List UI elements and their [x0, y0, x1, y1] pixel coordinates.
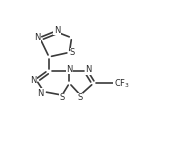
Text: CF$_3$: CF$_3$: [114, 77, 130, 89]
Text: N: N: [34, 33, 41, 42]
Text: N: N: [54, 26, 60, 35]
Text: S: S: [78, 93, 83, 102]
Text: N: N: [30, 76, 37, 85]
Text: N: N: [66, 65, 73, 74]
Text: S: S: [59, 93, 65, 102]
Text: S: S: [70, 48, 75, 57]
Text: N: N: [37, 89, 44, 98]
Text: N: N: [85, 65, 92, 74]
